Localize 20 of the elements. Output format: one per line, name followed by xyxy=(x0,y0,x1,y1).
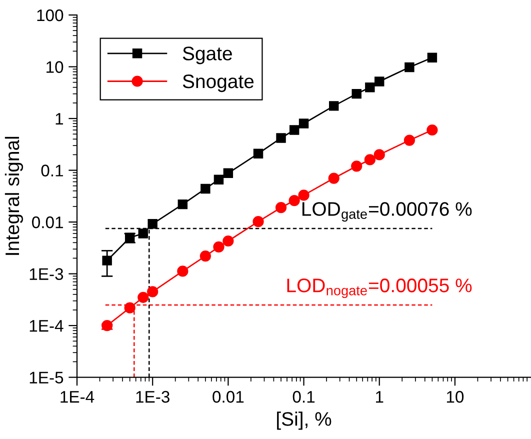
x-tick-label: 1E-3 xyxy=(136,390,170,403)
y-tick-label: 1E-3 xyxy=(30,268,64,280)
x-tick-label: 0.1 xyxy=(292,390,315,403)
x-axis-title: [Si], % xyxy=(277,412,332,430)
x-tick-label: 1E-4 xyxy=(60,391,94,403)
x-tick-label: 10 xyxy=(446,390,464,403)
y-tick-label: 1E-5 xyxy=(30,372,64,384)
y-tick-label: 0.1 xyxy=(41,164,63,176)
y-tick-label: 100 xyxy=(37,9,64,22)
y-axis-title: Integral signal xyxy=(4,136,24,255)
legend-label: Sgate xyxy=(182,46,232,64)
legend-label: Snogate xyxy=(182,74,254,92)
y-tick-label: 10 xyxy=(46,61,64,73)
y-tick-label: 0.01 xyxy=(32,216,63,228)
annotation: LOD$_{gate}$=0.00076 % xyxy=(302,202,472,222)
y-tick-label: 1E-4 xyxy=(30,320,64,332)
y-tick-label: 1 xyxy=(56,113,63,125)
annotation: LOD$_{nogate}$=0.00055 % xyxy=(287,278,472,298)
x-tick-label: 0.01 xyxy=(212,390,244,403)
x-tick-label: 1 xyxy=(376,391,384,403)
